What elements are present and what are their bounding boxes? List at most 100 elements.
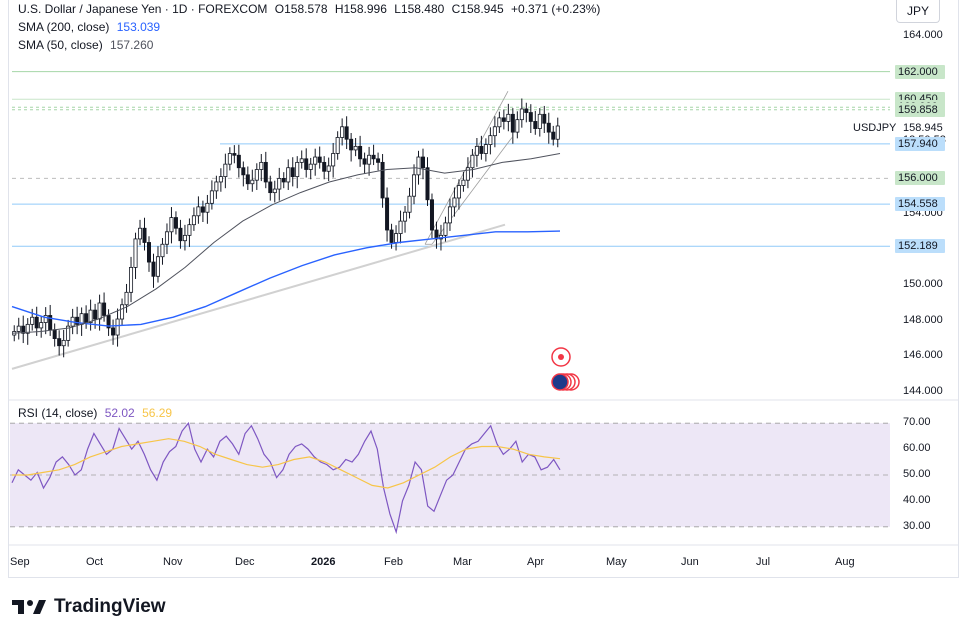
sma200-value: 153.039 <box>116 20 161 34</box>
candle-body <box>313 156 318 165</box>
ohlc-close: C158.945 <box>451 2 504 16</box>
candle-body <box>443 222 448 236</box>
candle-body <box>519 108 524 121</box>
candle-body <box>57 338 62 347</box>
candle-body <box>358 145 363 160</box>
rsi-tick-label: 50.00 <box>903 468 931 480</box>
candle-body <box>376 158 381 163</box>
candle-body <box>209 190 214 204</box>
currency-label: JPY <box>906 4 929 18</box>
candle-body <box>515 119 520 133</box>
sma200-legend[interactable]: SMA (200, close) 153.039 <box>18 20 164 34</box>
candle-body <box>61 339 66 347</box>
time-tick-label: Dec <box>235 556 255 568</box>
price-level-tag[interactable]: 159.858 <box>895 102 945 117</box>
candle-body <box>196 206 201 217</box>
candle-body <box>259 161 264 170</box>
candle-body <box>528 112 533 122</box>
candle-body <box>75 316 80 325</box>
symbol-legend[interactable]: U.S. Dollar / Japanese Yen · 1D · FOREXC… <box>18 2 604 16</box>
time-tick-label: 2026 <box>311 556 336 568</box>
candle-body <box>551 131 556 140</box>
candle-body <box>492 126 497 137</box>
candle-body <box>52 329 57 340</box>
price-level-tag[interactable]: 152.189 <box>895 239 945 254</box>
candle-body <box>245 174 250 185</box>
candle-body <box>124 291 129 306</box>
candle-body <box>398 220 403 234</box>
candle-body <box>362 158 367 165</box>
candle-body <box>133 238 138 268</box>
sma200-line <box>11 230 561 327</box>
candle-body <box>389 229 394 243</box>
sma50-legend[interactable]: SMA (50, close) 157.260 <box>18 38 157 52</box>
candle-body <box>115 318 120 336</box>
candle-body <box>353 145 358 151</box>
candle-body <box>25 323 30 334</box>
price-level-tag[interactable]: 156.000 <box>895 171 945 186</box>
trend-line <box>11 223 506 370</box>
candle-body <box>416 156 421 176</box>
rsi-legend[interactable]: RSI (14, close) 52.02 56.29 <box>18 406 176 420</box>
time-tick-label: Nov <box>163 556 183 568</box>
candle-body <box>371 154 376 160</box>
ohlc-high: H158.996 <box>334 2 387 16</box>
candle-body <box>30 316 35 325</box>
candle-body <box>129 266 134 293</box>
candle-body <box>160 243 165 258</box>
tradingview-logo-icon <box>12 600 46 614</box>
rsi-tick-label: 60.00 <box>903 442 931 455</box>
tradingview-logo[interactable]: TradingView <box>12 596 166 618</box>
candle-body <box>470 154 475 169</box>
time-tick-label: Aug <box>835 556 855 568</box>
candle-body <box>461 179 466 186</box>
candle-body <box>308 163 313 170</box>
candle-body <box>501 117 506 122</box>
candle-body <box>142 227 147 243</box>
candle-body <box>182 234 187 242</box>
candle-body <box>84 313 89 323</box>
ohlc-low: L158.480 <box>394 2 445 16</box>
price-tick-label: 164.000 <box>903 29 943 41</box>
candle-body <box>537 113 542 129</box>
candle-body <box>403 211 408 222</box>
candle-body <box>173 217 178 229</box>
price-level-tag[interactable]: 154.558 <box>895 197 945 212</box>
candle-body <box>420 156 425 169</box>
candle-body <box>367 154 372 165</box>
candle-body <box>205 202 210 213</box>
currency-button[interactable]: JPY <box>896 0 940 23</box>
candle-body <box>16 325 21 332</box>
candle-body <box>250 179 255 185</box>
price-level-tag[interactable]: 162.000 <box>895 64 945 79</box>
price-level-tag[interactable]: 157.940 <box>895 136 945 151</box>
time-tick-label: Apr <box>527 556 545 568</box>
time-tick-label: Sep <box>10 556 30 568</box>
candle-body <box>155 256 160 277</box>
candle-body <box>200 206 205 213</box>
candle-body <box>272 188 277 194</box>
candle-body <box>412 174 417 197</box>
candle-body <box>483 144 488 154</box>
price-tick-label: 146.000 <box>903 349 943 362</box>
candle-body <box>227 153 232 165</box>
candle-body <box>479 145 484 154</box>
rsi-ma-line <box>12 438 561 489</box>
candle-body <box>385 197 390 231</box>
candle-body <box>214 181 219 192</box>
candle-body <box>322 161 327 172</box>
current-price: 158.945 <box>903 122 943 134</box>
candle-body <box>510 113 515 133</box>
candle-body <box>191 215 196 226</box>
event-marker-dot <box>558 354 564 360</box>
candle-body <box>232 153 237 156</box>
candle-body <box>164 231 169 245</box>
brand-name: TradingView <box>54 596 166 617</box>
candle-body <box>138 227 143 240</box>
price-tick-label: 144.000 <box>903 385 943 397</box>
candle-body <box>43 315 48 323</box>
candle-body <box>218 176 223 183</box>
rsi-value: 52.02 <box>104 406 135 420</box>
rsi-tick-label: 40.00 <box>903 493 931 506</box>
